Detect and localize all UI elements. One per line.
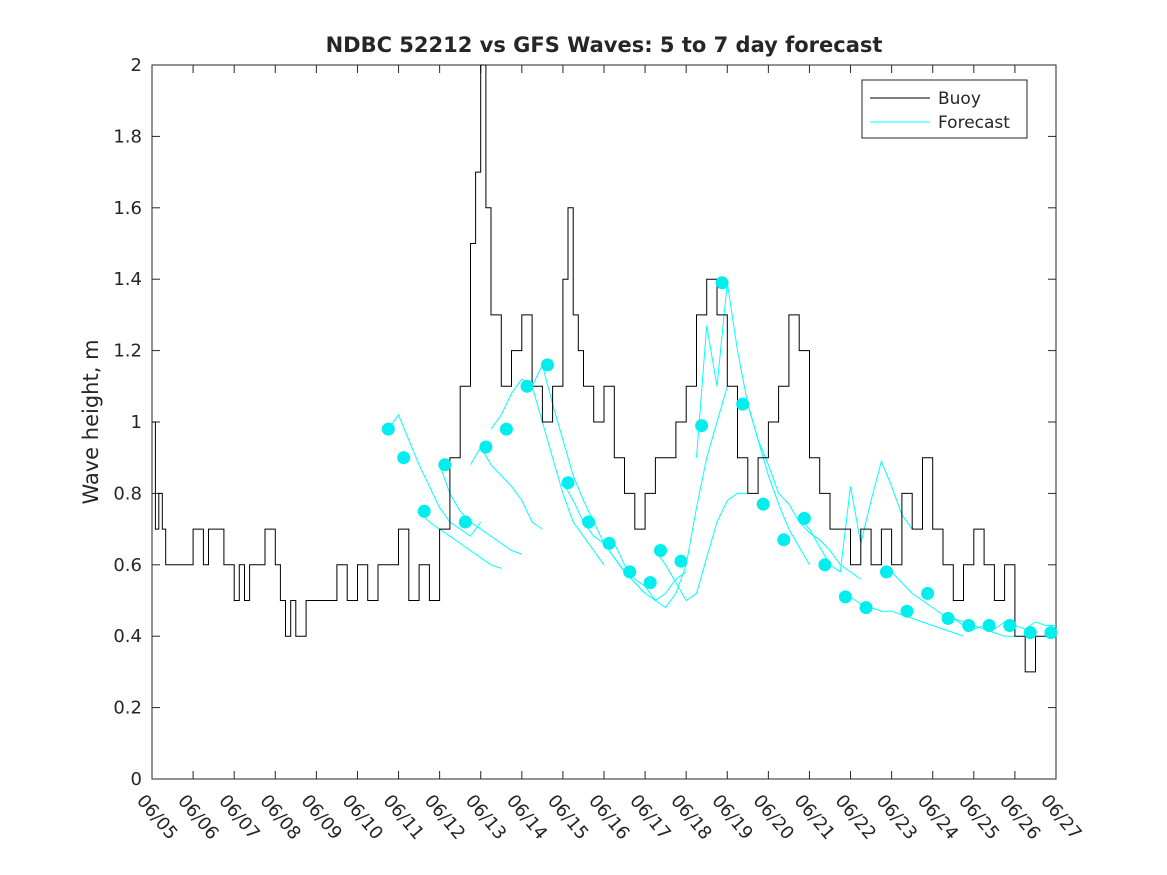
plot-area: 00.20.40.60.811.21.41.61.82 06/0506/0606… xyxy=(113,55,1085,844)
forecast-marker xyxy=(777,533,791,547)
y-axis-label: Wave height, m xyxy=(79,339,103,504)
forecast-marker xyxy=(1044,626,1058,640)
forecast-marker xyxy=(458,515,472,529)
forecast-marker xyxy=(381,422,395,436)
forecast-marker xyxy=(499,422,513,436)
forecast-marker xyxy=(582,515,596,529)
forecast-marker xyxy=(736,397,750,411)
y-tick-label: 1.8 xyxy=(113,126,142,147)
legend-forecast-label: Forecast xyxy=(938,113,1010,133)
forecast-trace-line xyxy=(798,459,913,573)
forecast-marker xyxy=(674,554,688,568)
forecast-marker xyxy=(561,476,575,490)
forecast-marker xyxy=(859,601,873,615)
forecast-marker xyxy=(623,565,637,579)
y-tick-label: 0.4 xyxy=(113,626,142,647)
buoy-line xyxy=(152,64,1056,673)
forecast-marker xyxy=(900,604,914,618)
y-tick-label: 1.6 xyxy=(113,198,142,219)
forecast-marker xyxy=(982,619,996,632)
forecast-marker xyxy=(695,419,709,433)
forecast-trace-line xyxy=(654,492,748,602)
buoy-series xyxy=(152,64,1056,673)
forecast-marker xyxy=(1023,626,1037,640)
forecast-marker xyxy=(1003,619,1017,632)
forecast-marker xyxy=(818,558,832,572)
forecast-marker xyxy=(654,544,667,557)
forecast-markers xyxy=(381,276,1058,640)
y-tick-label: 1.2 xyxy=(113,341,142,362)
forecast-marker xyxy=(921,586,935,600)
forecast-marker xyxy=(397,451,411,465)
y-tick-label: 0.8 xyxy=(113,483,142,504)
legend-box xyxy=(861,79,1028,139)
y-tick-label: 1 xyxy=(131,412,142,433)
forecast-trace-line xyxy=(387,413,482,537)
forecast-marker xyxy=(941,611,955,625)
y-tick-label: 0.6 xyxy=(113,555,142,576)
forecast-marker xyxy=(643,576,657,590)
forecast-marker xyxy=(438,458,452,472)
chart-title: NDBC 52212 vs GFS Waves: 5 to 7 day fore… xyxy=(326,33,883,57)
forecast-marker xyxy=(962,619,976,632)
forecast-marker xyxy=(541,358,554,372)
y-tick-label: 0 xyxy=(131,769,142,790)
forecast-marker xyxy=(756,497,770,511)
forecast-trace-line xyxy=(490,378,605,566)
y-tick-label: 2 xyxy=(131,55,142,76)
forecast-marker xyxy=(838,590,852,604)
y-tick-label: 1.4 xyxy=(113,269,142,290)
legend: Buoy Forecast xyxy=(861,79,1028,139)
y-tick-label: 0.2 xyxy=(113,698,142,719)
forecast-marker xyxy=(602,536,616,550)
forecast-marker xyxy=(715,276,729,290)
forecast-trace-line xyxy=(439,464,522,555)
forecast-marker xyxy=(479,440,493,454)
forecast-marker xyxy=(417,504,431,518)
forecast-trace-line xyxy=(418,510,502,569)
forecast-trace-line xyxy=(747,403,862,580)
forecast-marker xyxy=(797,511,811,525)
y-axis: 0 0.2 0.4 0.6 0.8 1 1.2 1.4 1.6 1.8 2 xyxy=(113,55,1056,790)
forecast-marker xyxy=(880,565,893,579)
forecast-marker xyxy=(520,379,534,393)
legend-buoy-label: Buoy xyxy=(938,89,981,109)
